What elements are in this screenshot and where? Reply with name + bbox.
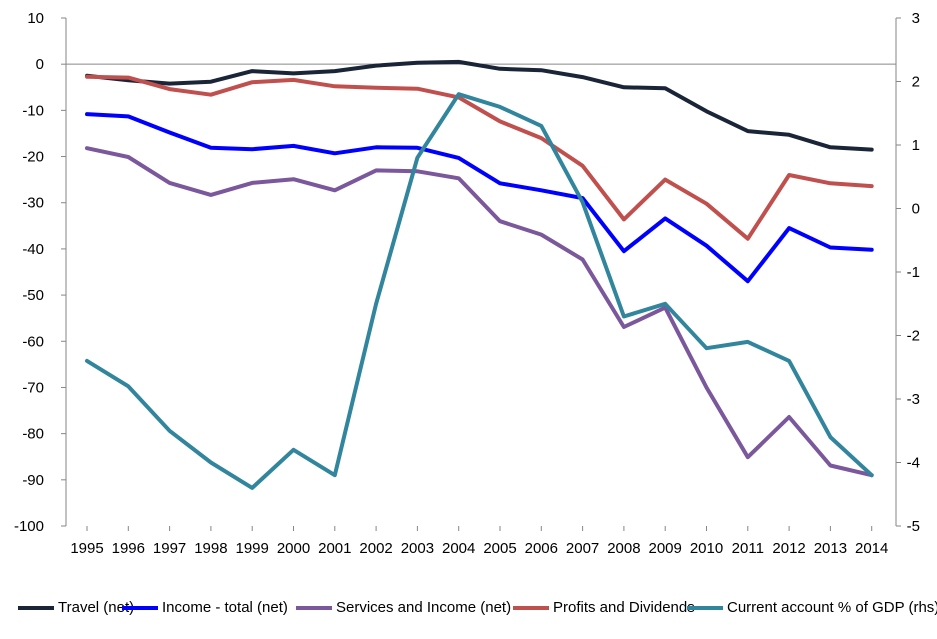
left-tick-label: -30 — [22, 195, 44, 212]
series-line-4 — [85, 92, 874, 490]
left-tick-label: -100 — [14, 518, 44, 535]
right-tick-label: -3 — [907, 391, 920, 408]
x-tick-label: 1996 — [112, 540, 145, 557]
x-tick-label: 2003 — [401, 540, 434, 557]
legend-label: Travel (net) — [58, 599, 135, 616]
x-tick-label: 2012 — [772, 540, 805, 557]
left-tick-label: -90 — [22, 472, 44, 489]
right-tick-label: 2 — [912, 74, 920, 91]
x-tick-label: 2009 — [649, 540, 682, 557]
right-tick-label: -4 — [907, 455, 920, 472]
series-line-3 — [85, 74, 874, 241]
x-tick-label: 1997 — [153, 540, 186, 557]
legend-label: Services and Income (net) — [336, 599, 512, 616]
left-tick-label: -80 — [22, 426, 44, 443]
left-tick-label: 0 — [36, 56, 44, 73]
x-tick-label: 2008 — [607, 540, 640, 557]
left-tick-label: -60 — [22, 333, 44, 350]
x-tick-label: 2005 — [483, 540, 516, 557]
left-tick-label: -10 — [22, 102, 44, 119]
x-tick-label: 2004 — [442, 540, 475, 557]
x-tick-label: 2011 — [732, 540, 764, 557]
legend-swatch — [687, 606, 723, 610]
x-tick-label: 1999 — [236, 540, 269, 557]
left-tick-label: 10 — [27, 10, 44, 27]
x-tick-label: 1998 — [194, 540, 227, 557]
x-tick-label: 2001 — [318, 540, 351, 557]
legend-label: Income - total (net) — [162, 599, 288, 616]
legend-swatch — [513, 606, 549, 610]
x-tick-label: 2014 — [855, 540, 888, 557]
legend-label: Current account % of GDP (rhs) — [727, 599, 937, 616]
right-tick-label: -1 — [907, 264, 920, 281]
right-tick-label: -2 — [907, 328, 920, 345]
x-tick-label: 2007 — [566, 540, 599, 557]
x-tick-label: 2002 — [359, 540, 392, 557]
left-tick-label: -20 — [22, 149, 44, 166]
left-tick-label: -70 — [22, 379, 44, 396]
x-tick-label: 2006 — [525, 540, 558, 557]
left-tick-label: -50 — [22, 287, 44, 304]
x-tick-label: 2010 — [690, 540, 723, 557]
legend-label: Profits and Dividends — [553, 599, 695, 616]
series-line-1 — [85, 112, 874, 284]
right-tick-label: 0 — [912, 201, 920, 218]
left-tick-label: -40 — [22, 241, 44, 258]
right-tick-label: 1 — [912, 137, 920, 154]
x-tick-label: 2000 — [277, 540, 310, 557]
legend: Travel (net) Income - total (net) Services… — [0, 593, 937, 623]
series-line-2 — [85, 146, 874, 478]
legend-swatch — [18, 606, 54, 610]
x-tick-label: 2013 — [814, 540, 847, 557]
line-chart: 100-10-20-30-40-50-60-70-80-90-1003210-1… — [14, 10, 920, 557]
x-tick-label: 1995 — [70, 540, 103, 557]
series-line-0 — [85, 59, 874, 152]
legend-swatch — [296, 606, 332, 610]
legend-swatch — [122, 606, 158, 610]
right-tick-label: 3 — [912, 10, 920, 27]
right-tick-label: -5 — [907, 518, 920, 535]
